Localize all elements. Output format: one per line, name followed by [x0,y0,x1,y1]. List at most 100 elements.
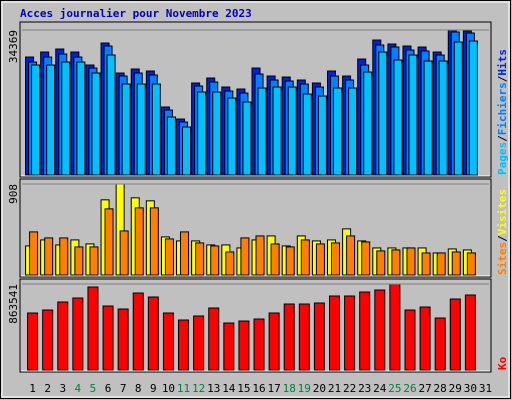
bar [300,239,310,276]
legend-entry: Pages [496,142,509,175]
bar [117,308,129,371]
bar [317,95,327,176]
bar [210,245,220,276]
bar [193,315,205,371]
chart-title: Acces journalier pour Novembre 2023 [20,7,252,20]
x-tick-label: 9 [150,382,157,395]
bar [178,319,190,371]
bar [257,87,267,176]
bar [287,86,297,176]
bar [147,296,159,371]
x-tick-label: 18 [283,382,296,395]
x-tick-label: 24 [373,382,387,395]
bar [46,64,56,176]
bar [374,289,386,371]
bar [162,312,174,371]
legend: Sites/Visites [496,189,509,275]
bar [76,61,86,176]
x-tick-label: 12 [192,382,205,395]
bar [268,312,280,371]
bar [434,317,446,371]
y-tick-label: 908 [7,184,20,204]
bar [106,54,116,176]
x-tick-label: 26 [403,382,416,395]
bar [466,252,476,276]
bar [272,86,282,176]
x-tick-label: 5 [90,382,97,395]
x-tick-label: 27 [418,382,431,395]
bar [197,91,207,176]
bar [419,306,431,371]
bar [227,97,237,176]
bar [389,283,401,371]
legend-separator: / [496,75,509,82]
bar [404,309,416,371]
bar [89,246,99,276]
bar [242,101,252,176]
bar [329,295,341,371]
bar [180,231,190,276]
x-tick-label: 1 [29,382,36,395]
bar [449,298,461,371]
x-tick-label: 6 [105,382,112,395]
bar [225,251,235,276]
bar [42,309,54,371]
bar [208,307,220,371]
bar [121,83,131,176]
bar [59,237,69,276]
bar [149,207,159,276]
x-tick-label: 3 [59,382,66,395]
bar [344,295,356,371]
legend-separator: / [496,135,509,142]
x-tick-label: 2 [44,382,51,395]
x-tick-label: 17 [267,382,280,395]
bar [378,51,388,176]
legend: Ko [496,356,509,370]
bar [119,230,129,276]
x-tick-label: 31 [479,382,492,395]
bar [91,72,101,176]
bar [182,126,192,176]
bar [468,40,478,176]
bar [166,116,176,176]
bar [238,320,250,371]
bar [464,294,476,371]
bar [44,237,54,276]
bar [255,235,265,276]
legend-entry: Hits [496,49,509,76]
bar [436,252,446,276]
legend-separator: / [496,235,509,242]
bar [212,91,222,176]
bar [408,54,418,176]
bar [421,252,431,276]
bar [132,292,144,371]
bar [270,243,280,276]
bar [346,235,356,276]
bar [359,291,371,371]
bar [164,238,174,276]
bar [315,243,325,276]
bar [423,60,433,176]
x-tick-label: 13 [207,382,220,395]
bar [348,87,358,176]
y-tick-label: 34369 [7,30,20,63]
bar [27,312,39,371]
bar [72,297,84,371]
x-tick-label: 25 [388,382,401,395]
x-tick-label: 20 [313,382,326,395]
bar [333,87,343,176]
legend: Pages/Fichiers/Hits [496,49,509,175]
bar [29,231,39,276]
bar [102,305,114,371]
bar [253,318,265,371]
bar [87,286,99,371]
bar [361,241,371,276]
legend-entry: Ko [496,356,509,370]
bar [393,59,403,176]
bar [313,302,325,371]
bar [223,322,235,371]
x-tick-label: 23 [358,382,371,395]
bar [453,41,463,176]
bar [136,83,146,176]
